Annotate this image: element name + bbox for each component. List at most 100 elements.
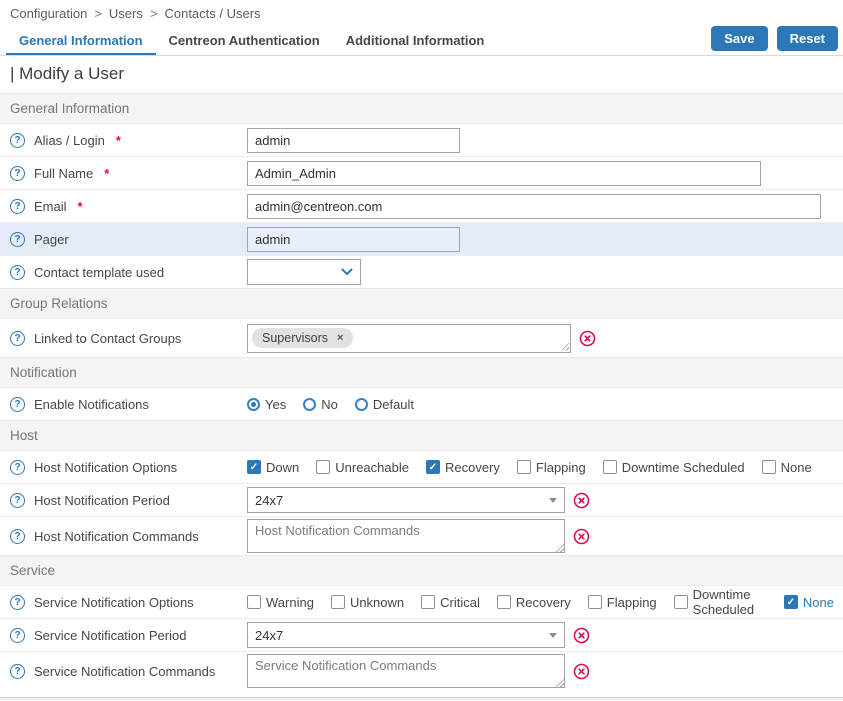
clear-selection-icon[interactable] xyxy=(573,492,590,509)
alias-login-input[interactable] xyxy=(247,127,460,153)
help-icon[interactable]: ? xyxy=(10,594,25,610)
tag-remove-icon[interactable]: × xyxy=(337,332,344,344)
checkbox-option-warning[interactable]: Warning xyxy=(247,595,314,610)
required-asterisk: * xyxy=(104,165,110,181)
breadcrumb-item-contacts-users[interactable]: Contacts / Users xyxy=(164,6,261,21)
tag-supervisors: Supervisors × xyxy=(252,328,354,348)
pager-label: Pager xyxy=(34,231,69,247)
checkbox-option-downtime-scheduled[interactable]: Downtime Scheduled xyxy=(602,459,745,475)
section-header-general-information: General Information xyxy=(0,93,843,123)
checkbox-option-recovery[interactable]: Recovery xyxy=(425,460,500,475)
checkbox-icon xyxy=(602,460,617,474)
page-title: | Modify a User xyxy=(10,64,125,83)
checkbox-icon xyxy=(330,595,345,609)
field-row-enable-notifications: ? Enable Notifications Yes No Default xyxy=(0,387,843,420)
service-notification-commands-input[interactable] xyxy=(247,654,565,688)
radio-icon xyxy=(303,397,317,411)
full-name-input[interactable] xyxy=(247,160,761,186)
field-row-service-notification-options: ? Service Notification Options Warning U… xyxy=(0,585,843,618)
field-row-service-notification-period: ? Service Notification Period 24x7 xyxy=(0,618,843,651)
chevron-down-icon xyxy=(341,268,353,275)
help-icon[interactable]: ? xyxy=(10,396,25,412)
checkbox-icon xyxy=(421,595,436,609)
checkbox-label: Downtime Scheduled xyxy=(692,587,755,617)
checkbox-option-none[interactable]: None xyxy=(761,460,812,475)
checkbox-option-flapping[interactable]: Flapping xyxy=(587,595,657,610)
contact-groups-label: Linked to Contact Groups xyxy=(34,330,182,346)
host-notification-period-value: 24x7 xyxy=(255,492,284,508)
breadcrumb-item-users[interactable]: Users xyxy=(108,6,143,21)
save-button[interactable]: Save xyxy=(711,26,768,51)
checkbox-option-downtime-scheduled[interactable]: Downtime Scheduled xyxy=(673,587,767,617)
radio-selected-icon xyxy=(247,397,260,411)
help-icon[interactable]: ? xyxy=(10,264,25,280)
help-icon[interactable]: ? xyxy=(10,231,25,247)
clear-selection-icon[interactable] xyxy=(573,663,590,680)
checkbox-label: Unknown xyxy=(349,594,405,610)
clear-selection-icon[interactable] xyxy=(573,528,590,545)
tab-additional-information[interactable]: Additional Information xyxy=(345,33,485,48)
help-icon[interactable]: ? xyxy=(10,165,25,181)
pager-input[interactable] xyxy=(247,226,460,252)
breadcrumb-separator: > xyxy=(149,6,158,21)
help-icon[interactable]: ? xyxy=(10,492,25,508)
checkbox-option-flapping[interactable]: Flapping xyxy=(516,459,586,475)
checkbox-label: Critical xyxy=(440,594,480,610)
checkbox-label: Warning xyxy=(266,594,314,610)
checkbox-option-none[interactable]: None xyxy=(783,594,834,610)
breadcrumb: Configuration > Users > Contacts / Users xyxy=(0,0,843,26)
resize-handle[interactable] xyxy=(560,341,569,351)
next-section-edge xyxy=(0,697,843,701)
tab-centreon-authentication[interactable]: Centreon Authentication xyxy=(168,33,320,48)
tab-bar: General Information Centreon Authenticat… xyxy=(0,26,843,56)
help-icon[interactable]: ? xyxy=(10,132,25,148)
checkbox-option-down[interactable]: Down xyxy=(247,460,299,475)
service-notification-period-select[interactable]: 24x7 xyxy=(247,622,565,648)
section-header-service: Service xyxy=(0,555,843,585)
checkbox-label: Flapping xyxy=(535,459,586,475)
reset-button[interactable]: Reset xyxy=(776,26,838,51)
help-icon[interactable]: ? xyxy=(10,198,25,214)
radio-label: No xyxy=(321,396,338,412)
section-header-notification: Notification xyxy=(0,357,843,387)
host-notification-period-select[interactable]: 24x7 xyxy=(247,487,565,513)
field-row-contact-template: ? Contact template used xyxy=(0,255,843,288)
checkbox-option-critical[interactable]: Critical xyxy=(421,595,480,610)
clear-selection-icon[interactable] xyxy=(573,627,590,644)
checkbox-option-unreachable[interactable]: Unreachable xyxy=(316,460,409,475)
required-asterisk: * xyxy=(77,198,83,214)
help-icon[interactable]: ? xyxy=(10,627,25,643)
checkbox-checked-icon xyxy=(783,595,798,609)
host-notification-commands-label: Host Notification Commands xyxy=(34,528,199,544)
host-notification-commands-input[interactable] xyxy=(247,519,565,553)
help-icon[interactable]: ? xyxy=(10,663,25,679)
checkbox-icon xyxy=(761,460,776,474)
breadcrumb-item-configuration[interactable]: Configuration xyxy=(10,6,88,21)
contact-groups-multiselect[interactable]: Supervisors × xyxy=(247,323,571,353)
service-notification-commands-label: Service Notification Commands xyxy=(34,663,216,679)
help-icon[interactable]: ? xyxy=(10,528,25,544)
radio-option-yes[interactable]: Yes xyxy=(247,397,286,412)
checkbox-label: None xyxy=(802,594,834,610)
clear-selection-icon[interactable] xyxy=(579,330,596,347)
resize-handle[interactable] xyxy=(555,678,564,687)
radio-option-default[interactable]: Default xyxy=(354,397,414,412)
checkbox-label: Downtime Scheduled xyxy=(621,459,745,475)
help-icon[interactable]: ? xyxy=(10,459,25,475)
radio-option-no[interactable]: No xyxy=(303,397,338,412)
field-row-alias-login: ? Alias / Login * xyxy=(0,123,843,156)
checkbox-option-unknown[interactable]: Unknown xyxy=(330,594,405,610)
email-label: Email xyxy=(34,198,67,214)
checkbox-label: Unreachable xyxy=(335,459,409,475)
email-input[interactable] xyxy=(247,193,821,219)
help-icon[interactable]: ? xyxy=(10,330,25,346)
field-row-pager: ? Pager xyxy=(0,222,843,255)
host-notification-period-label: Host Notification Period xyxy=(34,492,170,508)
resize-handle[interactable] xyxy=(555,543,564,552)
required-asterisk: * xyxy=(115,132,121,148)
checkbox-label: Down xyxy=(266,459,300,475)
tab-general-information[interactable]: General Information xyxy=(6,27,156,55)
checkbox-option-recovery[interactable]: Recovery xyxy=(496,595,571,610)
contact-template-select[interactable] xyxy=(247,259,361,285)
field-row-service-notification-commands: ? Service Notification Commands xyxy=(0,651,843,690)
